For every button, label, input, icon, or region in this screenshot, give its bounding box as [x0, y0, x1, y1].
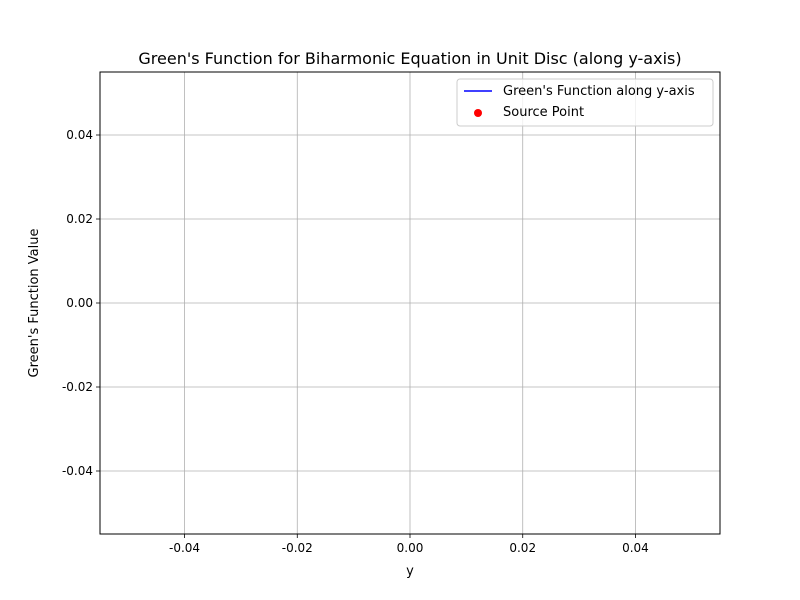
legend-box	[456, 78, 714, 127]
legend-label-line: Green's Function along y-axis	[503, 84, 695, 99]
x-tick-label: 0.02	[509, 541, 536, 555]
legend: Green's Function along y-axis Source Poi…	[456, 78, 714, 127]
x-axis-label: y	[406, 564, 414, 579]
x-tick-label: -0.04	[169, 541, 200, 555]
legend-label-scatter: Source Point	[503, 105, 584, 120]
y-tick-label: 0.02	[66, 212, 93, 226]
x-tick-label: 0.04	[622, 541, 649, 555]
x-axis: -0.04 -0.02 0.00 0.02 0.04	[169, 534, 649, 555]
y-tick-label: 0.00	[66, 296, 93, 310]
y-tick-label: -0.02	[62, 380, 93, 394]
grid	[100, 72, 720, 534]
y-tick-label: -0.04	[62, 464, 93, 478]
x-tick-label: -0.02	[282, 541, 313, 555]
y-axis-label: Green's Function Value	[27, 229, 42, 378]
chart-title: Green's Function for Biharmonic Equation…	[138, 49, 681, 68]
legend-scatter-swatch	[474, 109, 482, 117]
y-axis: -0.04 -0.02 0.00 0.02 0.04	[62, 128, 100, 478]
x-tick-label: 0.00	[397, 541, 424, 555]
y-tick-label: 0.04	[66, 128, 93, 142]
